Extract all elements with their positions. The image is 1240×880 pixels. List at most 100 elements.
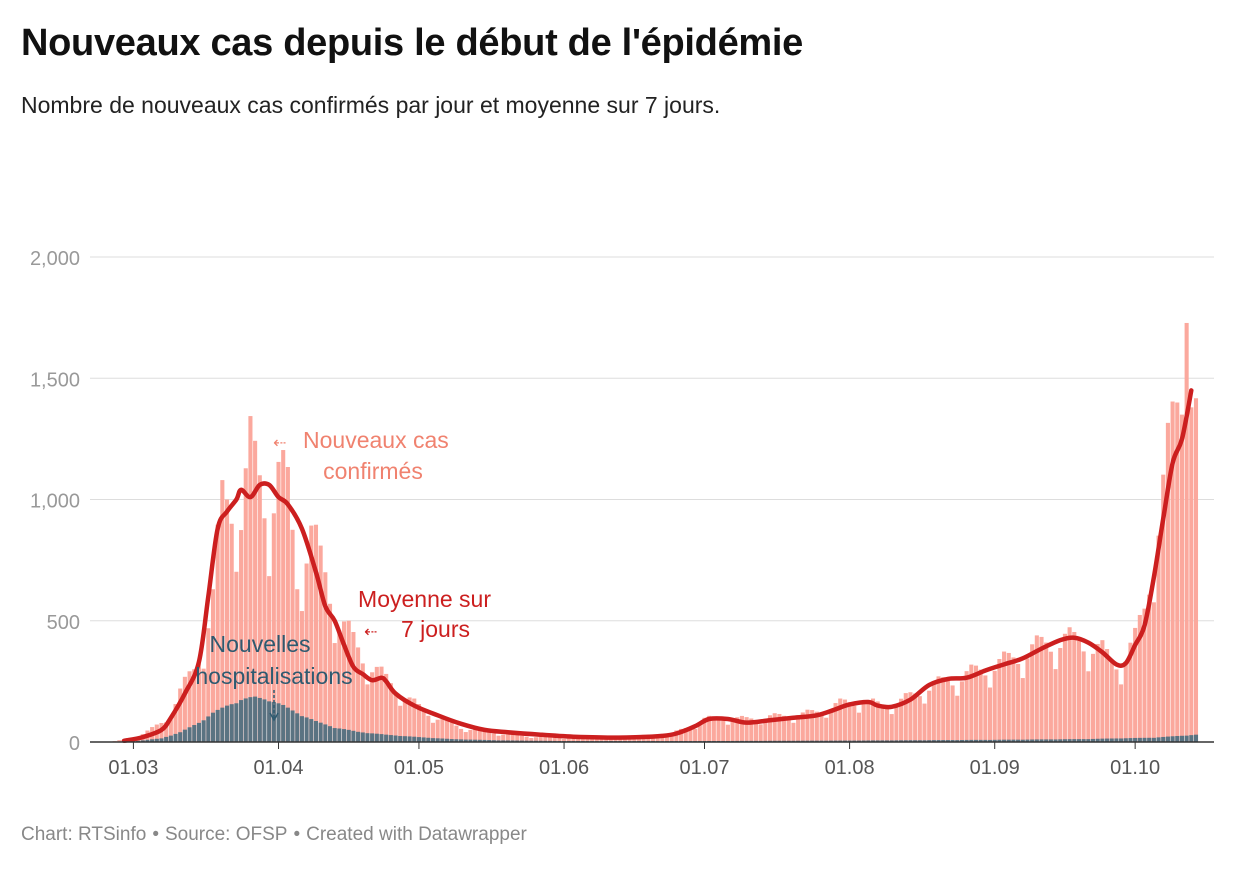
case-bar xyxy=(1105,649,1110,742)
case-bar xyxy=(463,732,468,742)
case-bar xyxy=(552,737,557,742)
hospitalisation-bar xyxy=(880,740,885,742)
case-bar xyxy=(491,733,496,742)
hospitalisation-bar xyxy=(224,705,230,742)
case-bar xyxy=(1053,669,1058,742)
case-bar xyxy=(505,734,510,742)
case-bar xyxy=(402,699,407,742)
hospitalisation-bar xyxy=(870,740,876,742)
hospitalisation-bar xyxy=(922,740,927,742)
case-bar xyxy=(356,647,361,742)
case-bar xyxy=(997,658,1002,742)
hospitalisation-bar xyxy=(201,720,206,742)
hospitalisation-bar xyxy=(253,696,258,742)
hospitalisation-bar xyxy=(1039,739,1044,742)
case-bar xyxy=(192,669,197,742)
x-tick-label: 01.09 xyxy=(970,757,1020,779)
case-bar xyxy=(889,714,894,742)
case-bar xyxy=(337,630,342,742)
hospitalisation-bar xyxy=(487,740,492,742)
case-bar xyxy=(590,737,595,742)
case-bar xyxy=(1025,658,1030,742)
case-bar xyxy=(388,683,393,742)
hospitalisation-bar xyxy=(1184,735,1189,742)
case-bar xyxy=(398,705,403,742)
cases-chart: 0 500 1,000 1,500 2,000 01.03 01.04 01.05 01.06… xyxy=(30,248,1214,779)
case-bar xyxy=(707,715,712,742)
case-bar xyxy=(239,530,244,742)
hospitalisation-bar xyxy=(430,738,436,742)
hospitalisation-bar xyxy=(421,737,426,742)
hospitalisation-bar xyxy=(482,739,487,742)
case-bar xyxy=(842,699,847,742)
case-bar xyxy=(370,672,375,742)
case-bar xyxy=(515,734,520,742)
hospitalisation-bar xyxy=(262,699,267,742)
hospitalisation-bar xyxy=(248,697,253,742)
hospitalisation-bar xyxy=(1119,738,1124,742)
hospitalisation-bar xyxy=(1179,735,1184,742)
case-bar xyxy=(735,717,740,742)
cases-annotation: ⇠ Nouveaux cas confirmés xyxy=(273,427,449,484)
hospitalisation-bar xyxy=(402,736,407,742)
case-bar xyxy=(543,736,548,742)
case-bar xyxy=(295,589,300,742)
hospitalisation-bar xyxy=(1105,738,1110,742)
hospitalisation-bar xyxy=(945,740,950,742)
case-bar xyxy=(1189,407,1194,742)
hospitalisation-bar xyxy=(1062,739,1067,742)
case-bar xyxy=(594,738,599,742)
hospitalisation-bar xyxy=(440,738,445,742)
hospitalisation-bar xyxy=(374,733,379,742)
case-bar xyxy=(936,676,941,742)
average-annotation-arrow: ⇠ xyxy=(364,624,377,641)
hospitalisation-bar xyxy=(1053,739,1058,742)
case-bar xyxy=(1039,636,1044,742)
case-bar xyxy=(1114,669,1119,742)
case-bar xyxy=(473,729,478,742)
case-bar xyxy=(992,670,997,742)
case-bar xyxy=(562,738,567,742)
case-bar xyxy=(1067,627,1072,742)
case-bar xyxy=(1020,678,1025,742)
case-bar xyxy=(716,718,721,742)
hospitalisation-bar xyxy=(1189,735,1194,742)
case-bar xyxy=(1072,632,1077,742)
average-line xyxy=(121,388,1194,744)
case-bar xyxy=(365,684,370,742)
case-bar xyxy=(178,688,183,742)
case-bar xyxy=(791,722,796,742)
case-bar xyxy=(557,737,562,742)
case-bar xyxy=(248,416,253,742)
hospitalisation-bar xyxy=(861,740,866,742)
average-annotation-line2: 7 jours xyxy=(401,616,470,642)
case-bar xyxy=(786,718,791,742)
hospitalisation-bar xyxy=(1002,739,1007,742)
x-tick-label: 01.07 xyxy=(679,757,729,779)
case-bar xyxy=(1058,648,1063,742)
hospitalisation-bar xyxy=(496,740,501,742)
cases-annotation-line1: Nouveaux cas xyxy=(303,427,449,453)
hospitalisation-bar xyxy=(1147,737,1152,742)
case-bar xyxy=(922,703,927,742)
case-bar xyxy=(866,699,871,742)
case-bar xyxy=(1030,644,1035,742)
case-bar xyxy=(1048,651,1053,742)
hospitalisation-bar xyxy=(913,740,918,742)
case-bar xyxy=(1179,414,1184,742)
hospitalisation-bar xyxy=(276,703,281,742)
hospitalisation-bar xyxy=(365,733,370,742)
case-bar xyxy=(828,709,833,742)
footer-separator: • xyxy=(293,824,301,845)
hospitalisation-bar xyxy=(220,707,225,742)
hospitalisation-bar xyxy=(435,738,440,742)
hospitalisation-bar xyxy=(159,738,164,742)
hospitalisation-bar xyxy=(875,740,880,742)
case-bar xyxy=(964,671,969,742)
hospitalisation-bar xyxy=(992,739,997,742)
case-bar xyxy=(1006,652,1011,742)
footer-chart-credit: Chart: RTSinfo xyxy=(21,824,147,845)
hospitalisation-bar xyxy=(229,704,234,742)
case-bar xyxy=(959,681,964,742)
y-tick-label: 1,000 xyxy=(30,491,80,513)
